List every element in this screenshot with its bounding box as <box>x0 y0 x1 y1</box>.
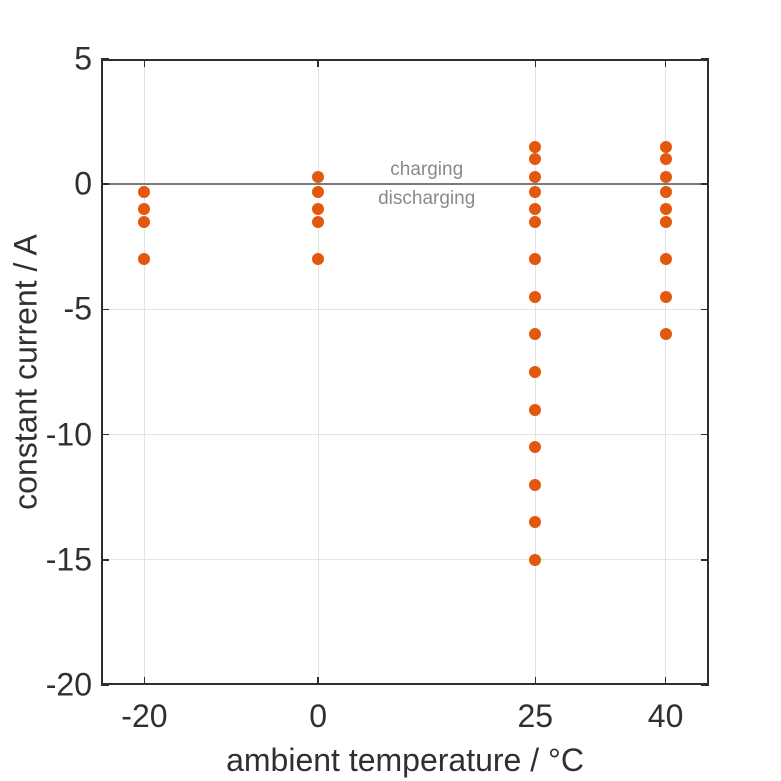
tick-mark-y-right <box>701 433 709 436</box>
data-point <box>529 185 542 198</box>
data-point <box>312 253 325 266</box>
y-tick-label: -5 <box>63 290 92 327</box>
data-point <box>529 140 542 153</box>
data-point <box>659 328 672 341</box>
data-point <box>529 170 542 183</box>
x-tick-label: 0 <box>309 698 328 734</box>
tick-mark-x-bottom <box>143 677 146 685</box>
gridline-x <box>665 59 667 685</box>
x-tick-label: -20 <box>121 698 168 734</box>
data-point <box>529 478 542 491</box>
data-point <box>312 203 325 216</box>
tick-mark-x-bottom <box>317 677 319 685</box>
tick-mark-y-left <box>101 559 109 561</box>
x-tick-label: 25 <box>517 698 554 734</box>
data-point <box>659 170 672 183</box>
data-point <box>659 253 672 266</box>
y-axis-title: constant current / A <box>7 234 44 510</box>
data-point <box>529 153 542 166</box>
data-point <box>529 403 542 416</box>
plot-frame <box>101 59 709 685</box>
y-tick-label: 5 <box>74 40 92 77</box>
tick-mark-y-right <box>701 308 709 311</box>
gridline-y <box>101 559 709 561</box>
data-point <box>659 185 672 198</box>
data-point <box>529 441 542 454</box>
data-point <box>529 328 542 341</box>
tick-mark-x-top <box>143 59 146 67</box>
zero-line <box>101 182 709 186</box>
tick-mark-x-bottom <box>664 677 667 685</box>
tick-mark-y-left <box>101 433 109 436</box>
data-point <box>529 553 542 566</box>
data-point <box>659 140 672 153</box>
data-point <box>529 203 542 216</box>
y-tick-label: -10 <box>45 416 92 453</box>
gridline-y <box>101 434 709 436</box>
data-point <box>529 366 542 378</box>
data-point <box>529 215 542 228</box>
y-tick-label: -15 <box>45 541 92 578</box>
tick-mark-y-left <box>101 308 109 311</box>
tick-mark-y-right <box>701 183 709 185</box>
tick-mark-y-left <box>101 684 109 686</box>
data-point <box>138 203 151 216</box>
data-point <box>529 253 542 266</box>
data-point <box>659 153 672 166</box>
data-point <box>659 203 672 216</box>
x-tick-label: 40 <box>647 698 684 734</box>
gridline-x <box>317 59 319 685</box>
data-point <box>312 215 325 228</box>
discharging-label: discharging <box>378 188 476 210</box>
data-point <box>138 253 151 266</box>
tick-mark-y-left <box>101 58 109 60</box>
data-point <box>138 215 151 228</box>
gridline-x <box>143 59 145 685</box>
data-point <box>659 290 672 303</box>
data-point <box>138 185 151 198</box>
tick-mark-y-right <box>701 559 709 561</box>
tick-mark-x-bottom <box>534 677 537 685</box>
gridline-y <box>101 308 709 310</box>
x-axis-title: ambient temperature / °C <box>226 742 584 778</box>
data-point <box>529 290 542 303</box>
data-point <box>529 516 542 529</box>
tick-mark-x-top <box>317 59 319 67</box>
tick-mark-y-right <box>701 58 709 60</box>
tick-mark-y-left <box>101 183 109 185</box>
y-tick-label: 0 <box>74 165 92 202</box>
charging-label: charging <box>390 158 464 180</box>
tick-mark-x-top <box>664 59 667 67</box>
data-point <box>312 185 325 198</box>
plot-area: charging discharging <box>101 58 709 686</box>
y-tick-label: -20 <box>45 666 92 703</box>
data-point <box>659 215 672 228</box>
data-point <box>312 170 325 183</box>
tick-mark-y-right <box>701 684 709 686</box>
tick-mark-x-top <box>534 59 537 67</box>
